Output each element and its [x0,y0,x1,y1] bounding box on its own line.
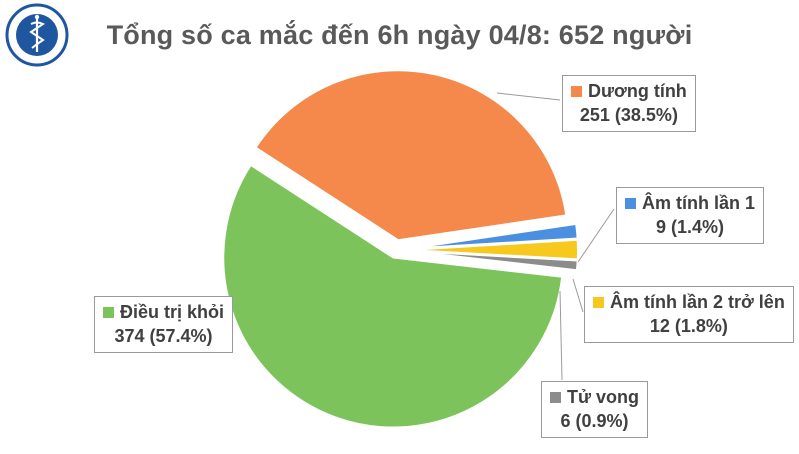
leader-am-tinh-lan-2 [572,278,584,313]
label-tu-vong: Tử vong 6 (0.9%) [541,381,649,438]
label-am-tinh-lan-1: Âm tính lần 1 9 (1.4%) [616,187,765,244]
swatch-am-tinh-lan-2 [593,296,604,308]
label-duong-tinh: Dương tính 251 (38.5%) [562,75,696,132]
leader-am-tinh-lan-1 [577,208,615,263]
label-value: 251 (38.5%) [579,105,678,125]
label-value: 374 (57.4%) [114,326,213,346]
label-value: 12 (1.8%) [649,316,728,336]
label-value: 9 (1.4%) [655,217,725,237]
label-name: Âm tính lần 2 trở lên [610,292,785,312]
label-name: Dương tính [588,81,687,101]
chart-title: Tổng số ca mắc đến 6h ngày 04/8: 652 ngư… [106,20,693,50]
label-name: Tử vong [567,387,640,407]
swatch-am-tinh-lan-1 [625,197,636,209]
leader-duong-tinh [496,92,561,101]
leader-tu-vong [559,290,563,381]
swatch-dieu-tri-khoi [103,306,114,318]
label-name: Âm tính lần 1 [642,193,756,213]
label-value: 6 (0.9%) [560,411,629,431]
slice-am-tinh-lan-2 [407,238,579,261]
label-am-tinh-lan-2: Âm tính lần 2 trở lên 12 (1.8%) [584,286,794,343]
slice-am-tinh-lan-1 [407,222,579,250]
slice-dieu-tri-khoi [222,163,564,429]
label-dieu-tri-khoi: Điều trị khỏi 374 (57.4%) [94,296,234,353]
ministry-of-health-logo [2,2,72,68]
slice-tu-vong [407,250,579,272]
slice-duong-tinh [254,69,568,242]
swatch-tu-vong [550,391,561,403]
label-name: Điều trị khỏi [120,302,225,322]
swatch-duong-tinh [571,85,582,97]
